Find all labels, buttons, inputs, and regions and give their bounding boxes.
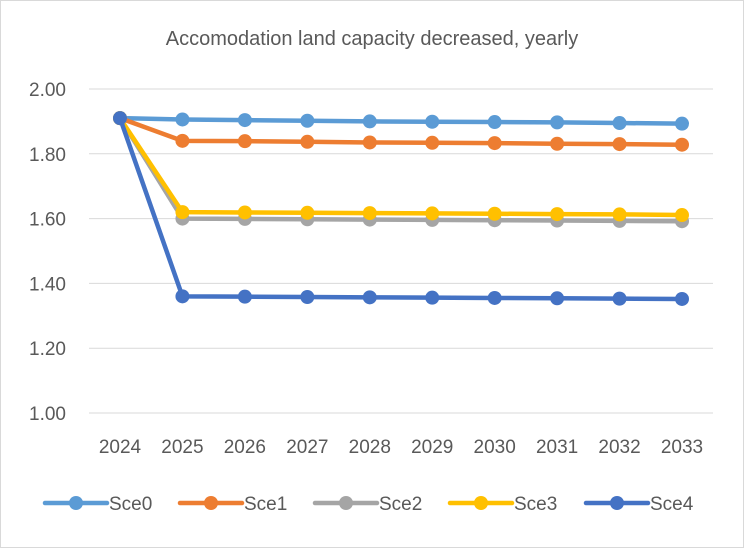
- legend-label: Sce1: [244, 494, 287, 515]
- data-point: [425, 114, 440, 129]
- legend-label: Sce4: [650, 494, 694, 515]
- data-point: [362, 135, 377, 150]
- legend-item-sce3: Sce3: [447, 494, 557, 515]
- data-point: [550, 291, 565, 306]
- data-point: [300, 113, 315, 128]
- legend-swatch-marker: [204, 496, 218, 510]
- series-sce4: [113, 111, 689, 306]
- x-tick-label: 2027: [286, 437, 328, 458]
- data-point: [550, 136, 565, 151]
- data-point: [300, 290, 315, 305]
- data-point: [425, 290, 440, 305]
- x-tick-label: 2025: [161, 437, 203, 458]
- legend-swatch-marker: [610, 496, 624, 510]
- data-point: [550, 115, 565, 130]
- data-point: [612, 207, 627, 222]
- data-point: [175, 205, 190, 220]
- data-point: [487, 136, 502, 151]
- x-tick-label: 2028: [349, 437, 391, 458]
- data-point: [362, 114, 377, 129]
- data-point: [175, 133, 190, 148]
- legend-swatch-marker: [474, 496, 488, 510]
- x-tick-label: 2031: [536, 437, 578, 458]
- legend: Sce0 Sce1 Sce2 Sce3 Sce4: [42, 494, 694, 515]
- data-point: [487, 206, 502, 221]
- x-tick-label: 2033: [661, 437, 703, 458]
- data-point: [237, 205, 252, 220]
- data-point: [612, 116, 627, 131]
- series-line: [117, 115, 685, 218]
- series-lines: [113, 111, 689, 306]
- data-point: [362, 290, 377, 305]
- legend-label: Sce0: [109, 494, 152, 515]
- legend-item-sce0: Sce0: [42, 494, 152, 515]
- data-point: [675, 291, 689, 306]
- data-point: [113, 111, 127, 126]
- x-tick-label: 2024: [99, 437, 142, 458]
- data-point: [675, 116, 689, 131]
- data-point: [612, 137, 627, 152]
- data-point: [237, 113, 252, 128]
- series-line: [117, 115, 685, 302]
- series-sce3: [113, 111, 689, 223]
- y-tick-label: 1.00: [29, 404, 66, 425]
- data-point: [675, 137, 689, 152]
- data-point: [487, 290, 502, 305]
- data-point: [175, 112, 190, 127]
- data-point: [362, 206, 377, 221]
- y-axis-tick-labels: 1.00 1.20 1.40 1.60 1.80 2.00: [29, 80, 66, 425]
- legend-label: Sce2: [379, 494, 422, 515]
- series-sce0: [113, 111, 689, 131]
- data-point: [550, 207, 565, 222]
- y-tick-label: 2.00: [29, 80, 66, 101]
- data-point: [300, 134, 315, 149]
- legend-item-sce1: Sce1: [177, 494, 287, 515]
- series-sce1: [113, 111, 689, 152]
- series-line: [117, 115, 685, 126]
- y-tick-label: 1.60: [29, 210, 66, 231]
- legend-swatch-marker: [69, 496, 83, 510]
- data-point: [487, 115, 502, 130]
- x-tick-label: 2032: [598, 437, 640, 458]
- x-axis-tick-labels: 2024 2025 2026 2027 2028 2029 2030 2031 2032 2033: [99, 437, 703, 458]
- data-point: [612, 291, 627, 306]
- y-tick-label: 1.20: [29, 339, 66, 360]
- series-line: [117, 115, 685, 224]
- data-point: [237, 134, 252, 149]
- y-tick-label: 1.40: [29, 274, 66, 295]
- x-tick-label: 2030: [474, 437, 516, 458]
- y-tick-label: 1.80: [29, 145, 66, 166]
- series-line: [117, 115, 685, 147]
- data-point: [175, 289, 190, 304]
- data-point: [300, 205, 315, 220]
- x-tick-label: 2026: [224, 437, 266, 458]
- x-tick-label: 2029: [411, 437, 453, 458]
- data-point: [675, 208, 689, 223]
- legend-swatch-marker: [339, 496, 353, 510]
- data-point: [237, 289, 252, 304]
- data-point: [425, 135, 440, 150]
- legend-item-sce2: Sce2: [312, 494, 422, 515]
- legend-item-sce4: Sce4: [583, 494, 694, 515]
- chart-title: Accomodation land capacity decreased, ye…: [165, 28, 579, 50]
- data-point: [425, 206, 440, 221]
- legend-label: Sce3: [514, 494, 557, 515]
